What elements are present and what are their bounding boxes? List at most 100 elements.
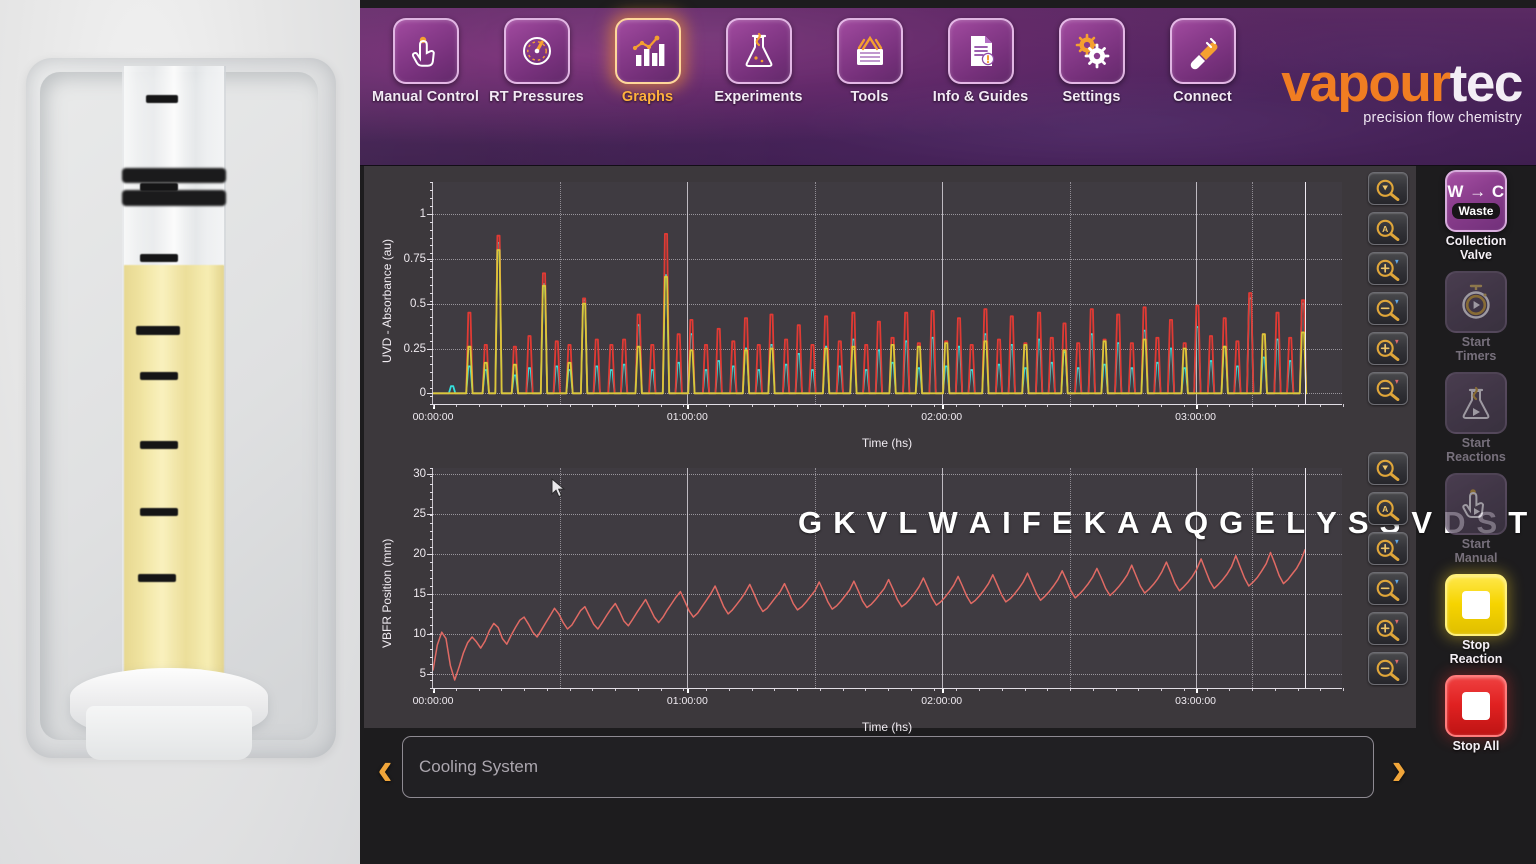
y-tick-mark [427, 393, 433, 395]
vbfr-position-chart[interactable]: 5 10 15 20 25 30 00:00:00 01:00:00 02:00:00 03:00… [364, 448, 1416, 734]
y-minor-tick [429, 316, 433, 318]
x-minor-tick [683, 404, 685, 407]
nav-item-connect[interactable]: Connect [1147, 18, 1258, 105]
next-message-button[interactable]: › [1391, 742, 1407, 794]
top-chart-zoom-out-y[interactable] [1368, 372, 1408, 405]
plot-area[interactable]: 0 0.25 0.5 0.75 1 00:00:00 01:00:00 02:00:00 03:… [404, 182, 1344, 423]
nav-item-label: Settings [1062, 89, 1121, 105]
previous-message-button[interactable]: ‹ [377, 742, 393, 794]
timer-play-icon [1445, 271, 1507, 333]
collection-valve-icon[interactable]: W → C Waste [1445, 170, 1507, 232]
x-tick-label: 02:00:00 [921, 695, 963, 707]
x-gridline [687, 468, 689, 688]
status-message-field[interactable]: Cooling System [402, 736, 1374, 798]
stop-square-icon[interactable] [1445, 675, 1507, 737]
syringe-photo [0, 0, 360, 864]
x-minor-gridline [1252, 468, 1253, 688]
y-minor-tick [429, 664, 433, 666]
valve-direction-label: W → C [1447, 182, 1505, 201]
hand-play-icon [1445, 473, 1507, 535]
uvd-absorbance-chart[interactable]: 0 0.25 0.5 0.75 1 00:00:00 01:00:00 02:00:00 03:… [364, 166, 1416, 450]
svg-text:A: A [1382, 223, 1388, 233]
y-tick-label: 10 [413, 627, 426, 640]
x-minor-tick [615, 404, 616, 407]
y-minor-tick [429, 261, 433, 263]
zoom-controls-bottom-chart: A [1368, 452, 1412, 685]
nav-item-manual-control[interactable]: Manual Control [370, 18, 481, 105]
y-minor-tick [429, 578, 433, 579]
x-minor-tick [797, 688, 798, 691]
x-minor-tick [455, 688, 457, 691]
nav-item-tools[interactable]: Tools [814, 18, 925, 105]
bottom-chart-zoom-in-y[interactable] [1368, 612, 1408, 645]
x-minor-tick [1115, 688, 1117, 691]
sidebar-item-label-line2: Valve [1460, 247, 1492, 262]
y-minor-tick [429, 372, 433, 374]
nav-item-info-guides[interactable]: Info & Guides [925, 18, 1036, 105]
bottom-chart-zoom-auto[interactable]: A [1368, 492, 1408, 525]
sidebar-item-label-line1: Start [1461, 335, 1491, 349]
toolbox-icon [836, 18, 903, 84]
top-chart-zoom-auto[interactable]: A [1368, 212, 1408, 245]
document-info-icon [947, 18, 1014, 84]
top-chart-zoom-fit-vertical[interactable] [1368, 172, 1408, 205]
x-minor-tick [910, 688, 912, 691]
x-minor-tick [1161, 404, 1162, 407]
bottom-chart-zoom-in-x[interactable] [1368, 532, 1408, 565]
x-minor-tick [1320, 688, 1322, 691]
y-tick-label: 1 [419, 208, 426, 221]
y-minor-tick [429, 189, 433, 191]
x-minor-tick [842, 404, 844, 407]
y-axis-label: VBFR Position (mm) [380, 538, 394, 648]
x-minor-tick [660, 688, 662, 691]
x-minor-tick [933, 404, 935, 407]
x-minor-tick [1297, 688, 1299, 691]
y-minor-tick [429, 491, 433, 493]
x-minor-tick [1343, 688, 1344, 691]
valve-mode-badge: Waste [1451, 203, 1501, 219]
y-tick-mark [427, 258, 433, 260]
x-minor-tick [888, 688, 889, 691]
top-chart-zoom-in-x[interactable] [1368, 252, 1408, 285]
x-tick-mark [1195, 688, 1198, 693]
y-minor-tick [429, 656, 433, 658]
x-axis-label: Time (hs) [861, 720, 913, 734]
nav-item-experiments[interactable]: Experiments [703, 18, 814, 105]
nav-item-settings[interactable]: Settings [1036, 18, 1147, 105]
sidebar-item-stop-all[interactable]: Stop All [1424, 675, 1528, 754]
top-chart-zoom-out-x[interactable] [1368, 292, 1408, 325]
x-minor-tick [797, 404, 798, 407]
sidebar-item-collection-valve[interactable]: W → C Waste Collection Valve [1424, 170, 1528, 262]
y-gridline [433, 593, 1342, 595]
top-navigation-bar: Manual Control RT Pressures Graphs Experime… [360, 8, 1536, 166]
top-chart-zoom-in-y[interactable] [1368, 332, 1408, 365]
x-tick-label: 02:00:00 [921, 411, 963, 423]
nav-item-rt-pressures[interactable]: RT Pressures [481, 18, 592, 105]
bottom-chart-zoom-out-x[interactable] [1368, 572, 1408, 605]
plunger-seal-lower [122, 190, 226, 206]
stop-square-icon[interactable] [1445, 574, 1507, 636]
syringe-collar-base [86, 706, 252, 760]
sidebar-item-label-line1: Start [1461, 537, 1491, 551]
y-minor-tick [429, 546, 433, 548]
sidebar-item-stop-reaction[interactable]: Stop Reaction [1424, 574, 1528, 666]
nav-item-label: Manual Control [372, 89, 479, 105]
x-minor-tick [1161, 688, 1162, 691]
chart-cursor-line[interactable] [1305, 468, 1307, 688]
x-axis-line [433, 688, 1342, 689]
x-tick-mark [687, 404, 690, 409]
bottom-chart-zoom-fit-vertical[interactable] [1368, 452, 1408, 485]
bottom-chart-zoom-out-y[interactable] [1368, 652, 1408, 685]
x-minor-tick [1001, 688, 1003, 691]
x-minor-tick [979, 404, 980, 407]
nav-item-graphs[interactable]: Graphs [592, 18, 703, 105]
y-tick-mark [427, 214, 433, 216]
chart-cursor-line[interactable] [1305, 182, 1307, 404]
nav-item-label: RT Pressures [489, 89, 584, 105]
series-uvd-channel-a [433, 242, 1308, 395]
y-axis-label: UVD - Absorbance (au) [380, 238, 394, 363]
x-minor-gridline [1070, 468, 1071, 688]
x-minor-tick [1252, 404, 1253, 407]
plot-area[interactable]: 5 10 15 20 25 30 00:00:00 01:00:00 02:00:00 03:00… [413, 468, 1344, 707]
y-tick-mark [427, 673, 433, 675]
